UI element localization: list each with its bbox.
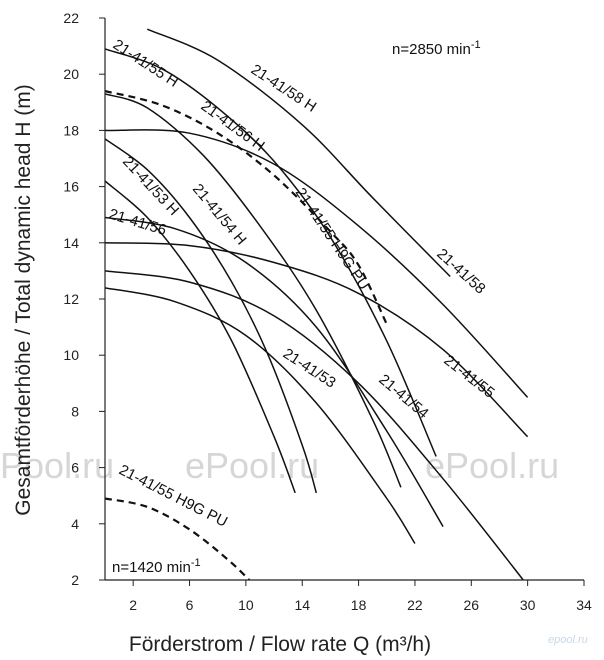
series-line-1 bbox=[146, 28, 451, 278]
series-line-4 bbox=[105, 93, 402, 488]
y-tick-label: 22 bbox=[63, 10, 79, 26]
series-label-8: 21-41/55 bbox=[441, 352, 498, 402]
series-line-6 bbox=[105, 138, 318, 494]
series-label-6: 21-41/54 H bbox=[189, 181, 250, 249]
watermarks: ePool.ru ePool.ru ePool.ru bbox=[0, 445, 559, 486]
y-tick-label: 20 bbox=[63, 66, 79, 82]
y-tick-label: 10 bbox=[63, 347, 79, 363]
series-label-9: 21-41/56 bbox=[107, 206, 169, 240]
series-line-5 bbox=[105, 90, 388, 325]
y-tick-label: 4 bbox=[71, 516, 79, 532]
series-line-3 bbox=[105, 48, 437, 457]
speed-label-2850: n=2850 min-1 bbox=[392, 39, 481, 58]
series-line-12 bbox=[105, 497, 251, 580]
series-line-2 bbox=[105, 129, 529, 398]
series-line-11 bbox=[105, 287, 416, 544]
watermark: ePool.ru bbox=[0, 445, 114, 486]
series-line-7 bbox=[105, 180, 296, 494]
series-label-5: 21-41/55 H9G PU bbox=[292, 185, 373, 293]
x-tick-label: 22 bbox=[407, 597, 423, 613]
y-axis-title: Gesamtförderhöhe / Total dynamic head H … bbox=[12, 84, 35, 515]
x-tick-label: 26 bbox=[464, 597, 480, 613]
x-tick-label: 10 bbox=[238, 597, 254, 613]
series-line-10 bbox=[105, 270, 525, 580]
x-tick-label: 18 bbox=[351, 597, 367, 613]
y-tick-label: 12 bbox=[63, 291, 79, 307]
y-tick-label: 16 bbox=[63, 179, 79, 195]
y-tick-label: 18 bbox=[63, 122, 79, 138]
x-tick-label: 2 bbox=[129, 597, 137, 613]
series-label-7: 21-41/53 H bbox=[119, 153, 182, 219]
x-tick-label: 30 bbox=[520, 597, 536, 613]
series-label-11: 21-41/53 bbox=[280, 345, 339, 392]
x-tick-label: 34 bbox=[576, 597, 592, 613]
y-tick-label: 14 bbox=[63, 235, 79, 251]
series-label-2: 21-41/58 bbox=[433, 245, 488, 297]
watermark: ePool.ru bbox=[185, 445, 319, 486]
y-tick-label: 2 bbox=[71, 572, 79, 588]
y-tick-label: 8 bbox=[71, 403, 79, 419]
plot-area bbox=[105, 28, 529, 580]
watermark: ePool.ru bbox=[425, 445, 559, 486]
series-line-9 bbox=[105, 216, 444, 527]
epool-logo: epool.ru bbox=[548, 634, 588, 646]
y-tick-label: 6 bbox=[71, 460, 79, 476]
x-axis-title: Förderstrom / Flow rate Q (m³/h) bbox=[129, 633, 431, 656]
series-label-3: 21-41/55 H bbox=[110, 36, 182, 91]
speed-label-1420: n=1420 min-1 bbox=[112, 557, 201, 576]
x-tick-label: 14 bbox=[294, 597, 310, 613]
series-line-8 bbox=[105, 242, 529, 438]
series-label-4: 21-41/56 H bbox=[198, 97, 268, 154]
speed-labels: n=2850 min-1 n=1420 min-1 bbox=[112, 39, 481, 576]
x-tick-label: 6 bbox=[186, 597, 194, 613]
